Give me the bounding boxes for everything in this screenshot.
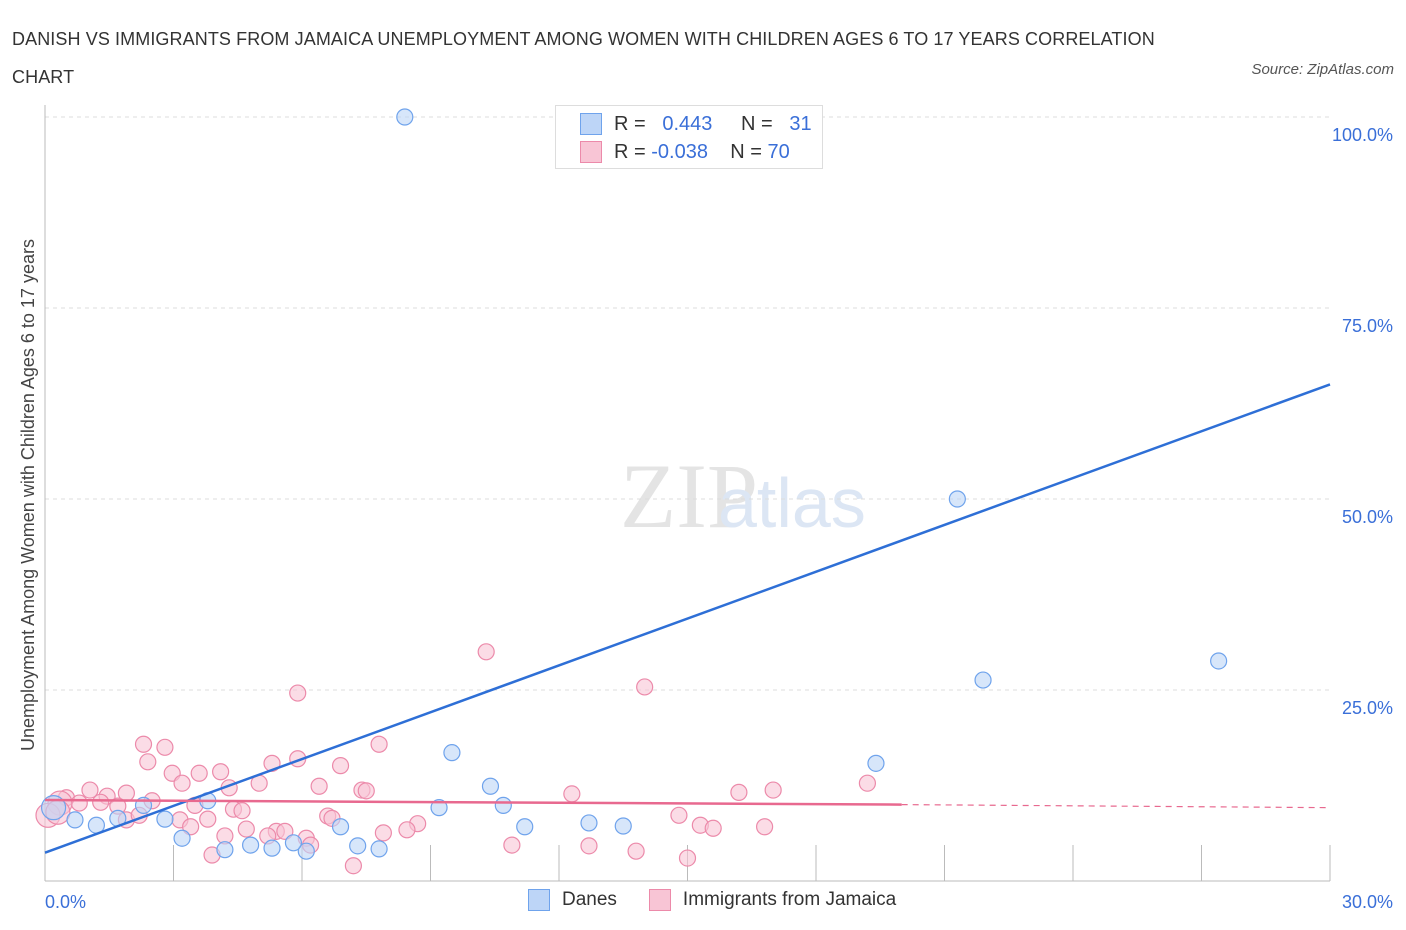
jamaica-point (704, 819, 722, 837)
y-axis-label: Unemployment Among Women with Children A… (18, 239, 38, 751)
danes-point (173, 829, 191, 847)
chart-title: DANISH VS IMMIGRANTS FROM JAMAICA UNEMPL… (12, 29, 1155, 87)
danes-point (516, 818, 534, 836)
jamaica-point (764, 781, 782, 799)
danes-point (974, 671, 992, 689)
r-label: R = (614, 112, 646, 135)
jamaica-point (92, 793, 110, 811)
danes-point (40, 795, 67, 821)
n-label: N = (730, 140, 762, 163)
danes-point (614, 817, 632, 835)
jamaica-point (357, 782, 375, 800)
watermark-zip: ZIP (620, 445, 758, 547)
jamaica-point (156, 738, 174, 756)
danes-point (284, 834, 303, 852)
series-legend: Danes Immigrants from Jamaica (528, 889, 896, 911)
jamaica-point (199, 810, 217, 828)
y-tick-label: 100.0% (1332, 125, 1393, 145)
jamaica-point (344, 857, 362, 875)
danes-point (580, 814, 598, 832)
jamaica-swatch (580, 141, 602, 163)
danes-legend-swatch (528, 889, 550, 911)
r-label: R = (614, 140, 646, 163)
jamaica-point (289, 684, 307, 702)
jamaica-point (70, 794, 88, 812)
danes-legend-label: Danes (562, 889, 617, 910)
danes-r-value: 0.443 (662, 112, 713, 135)
n-label: N = (741, 112, 773, 135)
source-label: Source: ZipAtlas.com (1251, 61, 1394, 78)
jamaica-point (237, 820, 255, 838)
jamaica-point (858, 774, 877, 792)
x-tick-label: 30.0% (1342, 892, 1393, 912)
danes-point (481, 777, 500, 795)
danes-point (867, 754, 885, 772)
jamaica-point (81, 781, 99, 799)
jamaica-point (398, 821, 416, 839)
jamaica-point (212, 763, 230, 781)
jamaica-point (636, 678, 654, 696)
x-tick-label: 0.0% (45, 892, 86, 912)
danes-point (948, 490, 966, 508)
y-tick-label: 25.0% (1342, 698, 1393, 718)
jamaica-point (755, 818, 774, 836)
danes-point (443, 744, 461, 762)
danes-point (430, 799, 448, 817)
jamaica-r-value: -0.038 (651, 140, 708, 163)
danes-swatch (580, 113, 602, 135)
jamaica-point (477, 643, 495, 661)
jamaica-n-value: 70 (767, 140, 790, 163)
jamaica-point (173, 774, 191, 792)
stats-legend: R = 0.443 N = 31 R = -0.038 N = 70 (555, 105, 823, 169)
y-tick-label: 50.0% (1342, 507, 1393, 527)
danes-point (297, 842, 315, 860)
jamaica-point (374, 824, 392, 842)
danes-point (370, 840, 388, 858)
jamaica-point (233, 802, 251, 820)
jamaica-point (580, 837, 598, 855)
danes-point (242, 836, 260, 854)
jamaica-point (503, 836, 521, 854)
danes-point (263, 839, 281, 857)
danes-point (494, 796, 512, 814)
jamaica-point (139, 753, 157, 771)
y-tick-label: 75.0% (1342, 316, 1393, 336)
danes-point (1210, 652, 1228, 670)
watermark-atlas: atlas (718, 464, 866, 542)
jamaica-point (182, 818, 200, 836)
jamaica-point (331, 757, 350, 775)
jamaica-point (276, 822, 294, 840)
danes-point (156, 810, 174, 828)
jamaica-point (563, 785, 581, 803)
jamaica-trend-extension (901, 803, 1331, 809)
danes-point (66, 811, 84, 829)
danes-trend-line (44, 383, 1331, 854)
jamaica-trend-line (44, 798, 902, 806)
jamaica-point (627, 842, 645, 860)
jamaica-legend-swatch (648, 889, 671, 911)
jamaica-point (670, 806, 688, 824)
jamaica-point (134, 735, 153, 753)
danes-point (396, 108, 414, 126)
jamaica-point (310, 777, 328, 795)
jamaica-legend-label: Immigrants from Jamaica (682, 889, 897, 910)
jamaica-point (190, 764, 208, 782)
jamaica-point (678, 849, 697, 867)
danes-n-value: 31 (789, 112, 812, 135)
jamaica-point (730, 783, 748, 801)
danes-point (349, 837, 367, 855)
legend-row-danes: R = 0.443 N = 31 (580, 110, 812, 138)
danes-point (216, 841, 234, 859)
jamaica-point (370, 735, 388, 753)
danes-point (331, 818, 350, 836)
legend-row-jamaica: R = -0.038 N = 70 (580, 138, 790, 166)
